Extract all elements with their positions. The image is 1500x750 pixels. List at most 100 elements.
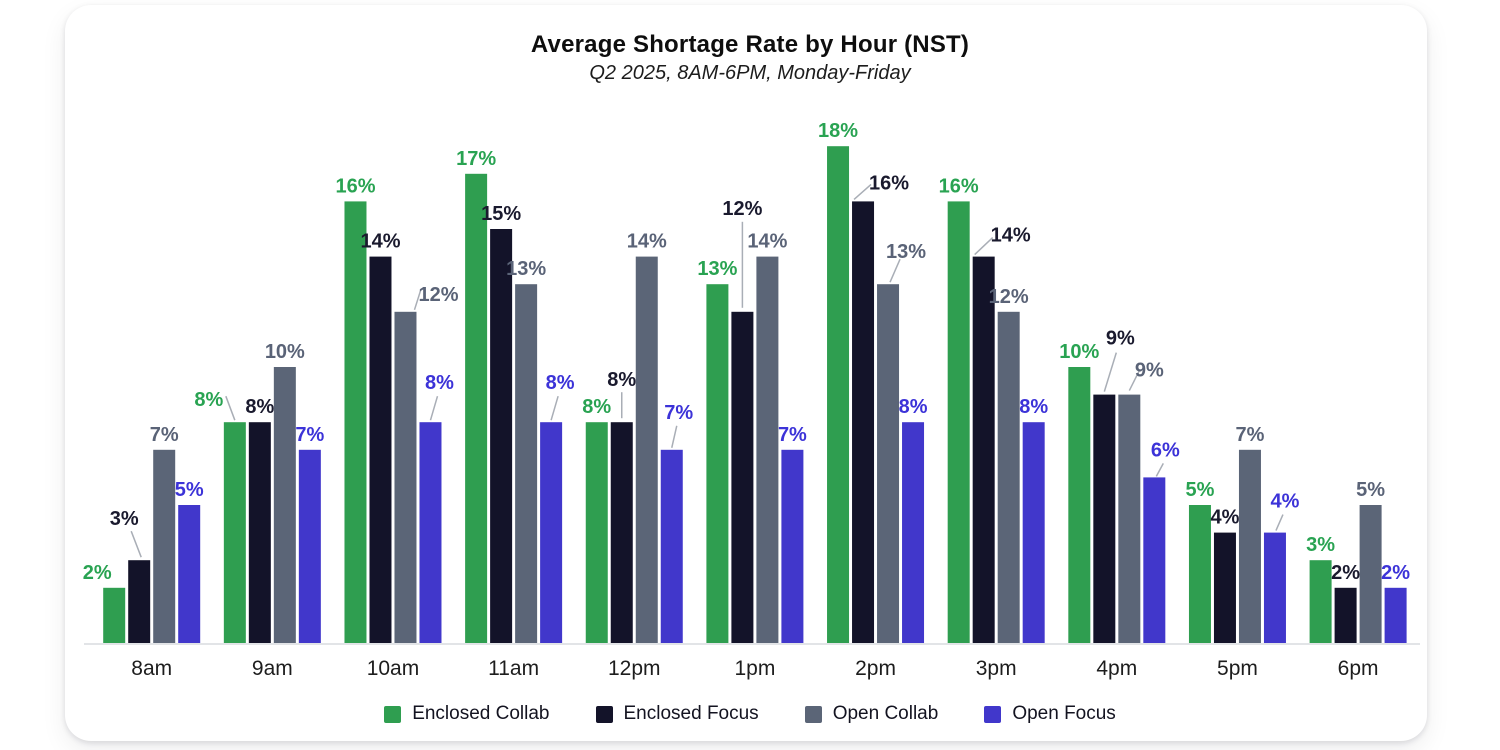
bar-value-label: 3% bbox=[110, 508, 139, 530]
bar-value-label: 15% bbox=[481, 203, 521, 225]
bar bbox=[1093, 394, 1116, 643]
bar-value-label: 2% bbox=[1381, 562, 1410, 584]
x-tick-label: 5pm bbox=[1217, 657, 1258, 680]
legend-label: Enclosed Collab bbox=[412, 703, 550, 724]
bar bbox=[515, 284, 538, 643]
bar bbox=[1188, 505, 1211, 643]
bar bbox=[1359, 505, 1382, 643]
x-tick-label: 8am bbox=[131, 657, 172, 680]
x-tick-label: 11am bbox=[488, 657, 539, 680]
bar bbox=[248, 422, 271, 643]
bar bbox=[1068, 367, 1091, 643]
bar bbox=[128, 560, 151, 643]
bar-value-label: 7% bbox=[150, 424, 179, 446]
x-tick-label: 3pm bbox=[976, 657, 1017, 680]
label-leader-line bbox=[1155, 463, 1164, 477]
bar bbox=[877, 284, 900, 643]
bar bbox=[178, 505, 201, 643]
bar-value-label: 2% bbox=[83, 562, 112, 584]
x-tick-label: 10am bbox=[367, 657, 420, 680]
bar-value-label: 12% bbox=[418, 284, 458, 306]
bar bbox=[947, 201, 970, 643]
bar-value-label: 17% bbox=[456, 148, 496, 170]
bar-value-label: 9% bbox=[1135, 360, 1164, 382]
bar bbox=[1334, 587, 1357, 643]
bar-value-label: 16% bbox=[869, 172, 909, 194]
legend-swatch bbox=[804, 705, 822, 723]
bar-value-label: 5% bbox=[175, 479, 204, 501]
bar-value-label: 8% bbox=[582, 396, 611, 418]
bar-value-label: 6% bbox=[1151, 439, 1180, 461]
bar-value-label: 3% bbox=[1306, 534, 1335, 556]
label-leader-line bbox=[853, 183, 872, 200]
bar-value-label: 7% bbox=[295, 424, 324, 446]
bar bbox=[660, 449, 683, 643]
bar-value-label: 8% bbox=[546, 372, 575, 394]
legend-item-open-collab: Open Collab bbox=[804, 703, 939, 725]
bar bbox=[997, 311, 1020, 643]
legend-item-enclosed-focus: Enclosed Focus bbox=[595, 703, 759, 725]
bar-value-label: 8% bbox=[899, 396, 928, 418]
bar bbox=[540, 422, 563, 643]
bar-value-label: 14% bbox=[991, 225, 1031, 247]
bar-value-label: 9% bbox=[1106, 328, 1135, 350]
bar-value-label: 7% bbox=[664, 402, 693, 424]
bar bbox=[756, 256, 779, 643]
bar-value-label: 5% bbox=[1356, 479, 1385, 501]
label-leader-line bbox=[130, 530, 142, 558]
x-tick-label: 4pm bbox=[1096, 657, 1137, 680]
label-leader-line bbox=[1103, 352, 1118, 392]
bar-value-label: 12% bbox=[722, 198, 762, 220]
bar-value-label: 4% bbox=[1211, 507, 1240, 529]
bar-value-label: 4% bbox=[1271, 491, 1300, 513]
label-leader-line bbox=[671, 425, 678, 448]
bar-value-label: 13% bbox=[697, 258, 737, 280]
bar bbox=[1022, 422, 1045, 643]
bar bbox=[273, 367, 296, 643]
bar-value-label: 8% bbox=[607, 369, 636, 391]
bar-value-label: 13% bbox=[506, 258, 546, 280]
bar bbox=[394, 311, 417, 643]
bar bbox=[731, 311, 754, 643]
bar-value-label: 16% bbox=[939, 175, 979, 197]
bar bbox=[298, 449, 321, 643]
bar bbox=[465, 173, 488, 644]
label-leader-line bbox=[974, 237, 994, 256]
label-leader-line bbox=[1128, 370, 1140, 391]
legend-swatch bbox=[595, 705, 613, 723]
bar bbox=[585, 422, 608, 643]
x-tick-label: 12pm bbox=[608, 657, 661, 680]
bar bbox=[1263, 532, 1286, 643]
bar bbox=[369, 256, 392, 643]
legend-label: Enclosed Focus bbox=[623, 703, 759, 724]
bar-value-label: 14% bbox=[627, 231, 667, 253]
bar bbox=[344, 201, 367, 643]
legend-swatch bbox=[984, 705, 1002, 723]
bar bbox=[635, 256, 658, 643]
bar-value-label: 10% bbox=[1059, 341, 1099, 363]
bar bbox=[852, 201, 875, 643]
x-tick-label: 2pm bbox=[855, 657, 896, 680]
bar bbox=[902, 422, 925, 643]
bar-value-label: 7% bbox=[778, 424, 807, 446]
bar bbox=[103, 587, 126, 643]
bar-value-label: 16% bbox=[335, 175, 375, 197]
label-leader-line bbox=[550, 395, 559, 421]
bar bbox=[972, 256, 995, 643]
bar bbox=[706, 284, 729, 643]
bar bbox=[1143, 477, 1166, 643]
bar bbox=[610, 422, 633, 643]
bar-value-label: 5% bbox=[1186, 479, 1215, 501]
bar bbox=[153, 449, 176, 643]
bar-value-label: 12% bbox=[989, 286, 1029, 308]
x-tick-label: 9am bbox=[252, 657, 293, 680]
legend-swatch bbox=[384, 705, 402, 723]
legend-label: Open Collab bbox=[832, 703, 939, 724]
bar bbox=[1309, 560, 1332, 643]
x-tick-label: 6pm bbox=[1338, 657, 1379, 680]
bar-value-label: 18% bbox=[818, 120, 858, 142]
bar bbox=[827, 146, 850, 643]
bar-value-label: 13% bbox=[886, 241, 926, 263]
